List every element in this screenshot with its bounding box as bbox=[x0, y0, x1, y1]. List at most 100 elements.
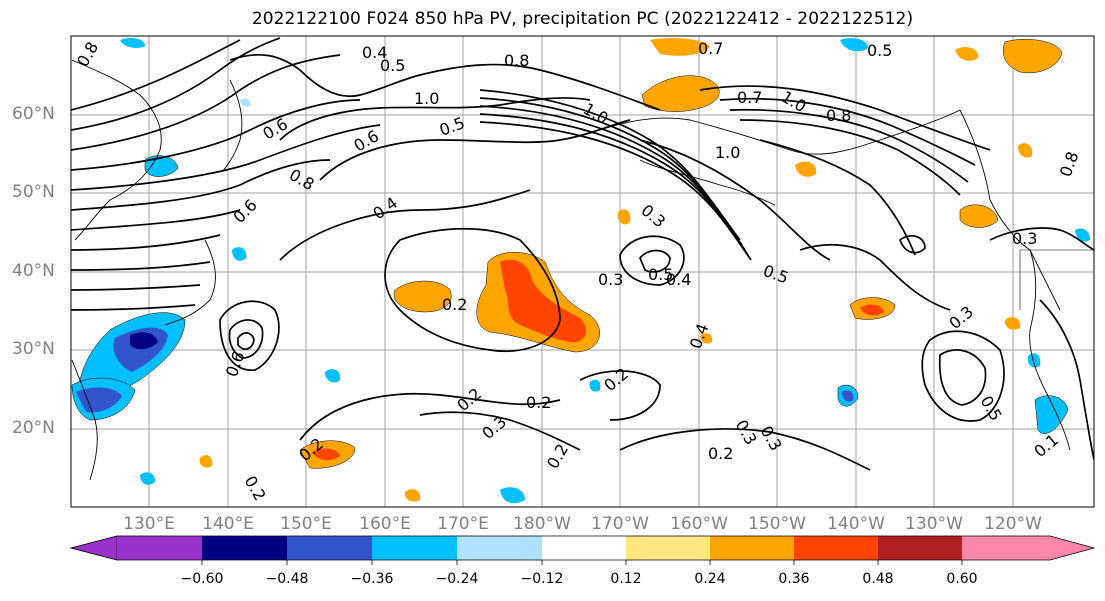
lon-label-140w: 140°W bbox=[827, 514, 885, 534]
precip-blue-small1 bbox=[500, 487, 525, 504]
contour-label: 0.4 bbox=[666, 270, 691, 289]
colorbar-tick-label: −0.36 bbox=[350, 571, 394, 587]
lon-label-140e: 140°E bbox=[202, 514, 254, 534]
coast-usa bbox=[1029, 249, 1071, 451]
lat-label-40n: 40°N bbox=[12, 261, 55, 281]
precip-lightblue-small1 bbox=[240, 98, 251, 107]
contour-label: 0.3 bbox=[598, 270, 623, 289]
precip-orange-small1 bbox=[617, 209, 631, 225]
colorbar-segment bbox=[794, 536, 878, 560]
pv-contours bbox=[71, 37, 1094, 471]
colorbar-segment bbox=[710, 536, 794, 560]
precip-orange-gulf2 bbox=[795, 161, 817, 177]
colorbar-tick-label: −0.48 bbox=[265, 571, 309, 587]
precip-blue-small5 bbox=[589, 379, 601, 392]
precip-orange-gulf bbox=[959, 204, 999, 228]
colorbar-segment bbox=[626, 536, 710, 560]
colorbar-segment bbox=[878, 536, 962, 560]
precip-blue-east1 bbox=[1034, 395, 1069, 434]
pv-jet-6 bbox=[639, 139, 831, 261]
contour-label: 0.2 bbox=[526, 393, 551, 412]
precip-blue-small3 bbox=[324, 369, 341, 383]
contour-label: 1.0 bbox=[414, 89, 439, 108]
pv-jet-1 bbox=[479, 89, 741, 241]
precip-orange-west bbox=[393, 280, 452, 313]
precip-red-east bbox=[860, 304, 884, 316]
precip-orange-small3 bbox=[1004, 317, 1021, 330]
precipitation-shading bbox=[71, 38, 1090, 504]
lon-label-170e: 170°E bbox=[437, 514, 489, 534]
precip-blue-small7 bbox=[1075, 228, 1090, 242]
precip-orange-north bbox=[650, 38, 710, 56]
map-title: 2022122100 F024 850 hPa PV, precipitatio… bbox=[251, 9, 914, 29]
lon-label-160e: 160°E bbox=[359, 514, 411, 534]
contour-label: 0.5 bbox=[380, 56, 405, 75]
colorbar-segment bbox=[457, 536, 542, 560]
lon-label-120w: 120°W bbox=[984, 514, 1042, 534]
precip-blue-small6 bbox=[232, 247, 247, 261]
contour-label: 0.5 bbox=[648, 265, 673, 284]
coast-canada bbox=[959, 109, 1061, 311]
precip-orange-small6 bbox=[1018, 143, 1033, 158]
contour-label: 0.7 bbox=[698, 39, 723, 58]
precip-orange-small2 bbox=[700, 333, 713, 344]
coast-kamchatka bbox=[221, 79, 243, 173]
colorbar bbox=[69, 535, 1096, 565]
border-usa bbox=[1019, 249, 1094, 310]
contour-label: 0.3 bbox=[1012, 229, 1037, 248]
precip-blue-north1 bbox=[120, 38, 145, 48]
precip-navy-japan bbox=[130, 332, 158, 350]
colorbar-tick-label: 0.12 bbox=[610, 571, 642, 587]
colorbar-over-arrow bbox=[962, 536, 1094, 560]
coast-asia-north bbox=[71, 59, 162, 241]
map-plot: 0.8 0.4 0.5 0.6 0.7 0.5 1.0 0.8 1.0 1.0 … bbox=[70, 35, 1095, 508]
colorbar-tick-label: −0.60 bbox=[180, 571, 224, 587]
coast-china bbox=[71, 359, 98, 481]
lat-label-20n: 20°N bbox=[12, 418, 55, 438]
contour-label: 0.7 bbox=[737, 88, 762, 107]
precip-blue-small2 bbox=[1027, 353, 1041, 368]
precip-orange-small5 bbox=[199, 455, 213, 468]
lon-label-160w: 160°W bbox=[670, 514, 728, 534]
colorbar-outline bbox=[69, 535, 1096, 561]
colorbar-tick-label: 0.24 bbox=[694, 571, 726, 587]
colorbar-tick-label: 0.48 bbox=[862, 571, 894, 587]
precip-orange-aleutian bbox=[641, 75, 720, 112]
contour-label: 0.8 bbox=[826, 106, 851, 125]
colorbar-tick-label: 0.60 bbox=[946, 571, 978, 587]
lat-label-50n: 50°N bbox=[12, 182, 55, 202]
colorbar-segment bbox=[542, 536, 626, 560]
precip-red-central bbox=[500, 259, 587, 343]
colorbar-segment bbox=[202, 536, 287, 560]
contour-label: 0.2 bbox=[708, 444, 733, 463]
precip-orange-ne2 bbox=[955, 47, 979, 61]
precip-navy-east2 bbox=[842, 390, 854, 402]
contour-label: 0.8 bbox=[504, 51, 529, 70]
contour-label: 0.5 bbox=[867, 41, 892, 60]
colorbar-tick-label: 0.36 bbox=[778, 571, 810, 587]
lon-label-150e: 150°E bbox=[280, 514, 332, 534]
lat-label-30n: 30°N bbox=[12, 339, 55, 359]
colorbar-segment bbox=[117, 536, 202, 560]
pv-jet-5 bbox=[479, 121, 752, 261]
gridlines bbox=[71, 36, 1094, 507]
colorbar-tick-label: −0.24 bbox=[435, 571, 479, 587]
precip-red-subtropic bbox=[312, 448, 340, 461]
lon-label-130e: 130°E bbox=[123, 514, 175, 534]
colorbar-segment bbox=[287, 536, 372, 560]
lon-label-150w: 150°W bbox=[748, 514, 806, 534]
precip-blue-north2 bbox=[144, 155, 179, 177]
precip-blue-north3 bbox=[840, 38, 868, 52]
precip-orange-small4 bbox=[404, 489, 421, 502]
lon-label-180w: 180°W bbox=[513, 514, 571, 534]
precip-medium-blue-china bbox=[76, 387, 122, 413]
precip-blue-small4 bbox=[140, 472, 156, 485]
lon-label-170w: 170°W bbox=[591, 514, 649, 534]
map-frame bbox=[70, 35, 1095, 508]
lat-label-60n: 60°N bbox=[12, 104, 55, 124]
coast-japan bbox=[164, 239, 216, 326]
colorbar-tick-label: −0.12 bbox=[520, 571, 564, 587]
lon-label-130w: 130°W bbox=[905, 514, 963, 534]
contour-label: 1.0 bbox=[715, 143, 740, 162]
colorbar-segment bbox=[372, 536, 457, 560]
